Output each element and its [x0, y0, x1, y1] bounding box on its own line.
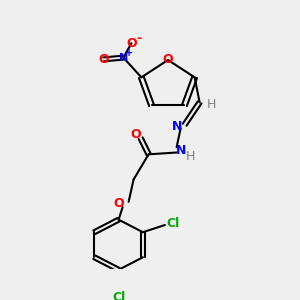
Text: H: H: [207, 98, 216, 111]
Text: H: H: [186, 150, 195, 163]
Text: N: N: [119, 52, 128, 63]
Text: Cl: Cl: [166, 217, 179, 230]
Text: O: O: [163, 53, 173, 67]
Text: N: N: [171, 120, 182, 133]
Text: Cl: Cl: [112, 291, 125, 300]
Text: -: -: [137, 32, 142, 45]
Text: O: O: [130, 128, 141, 141]
Text: O: O: [126, 37, 137, 50]
Text: +: +: [125, 48, 134, 58]
Text: O: O: [113, 197, 124, 210]
Text: O: O: [98, 53, 109, 66]
Text: N: N: [176, 144, 186, 157]
